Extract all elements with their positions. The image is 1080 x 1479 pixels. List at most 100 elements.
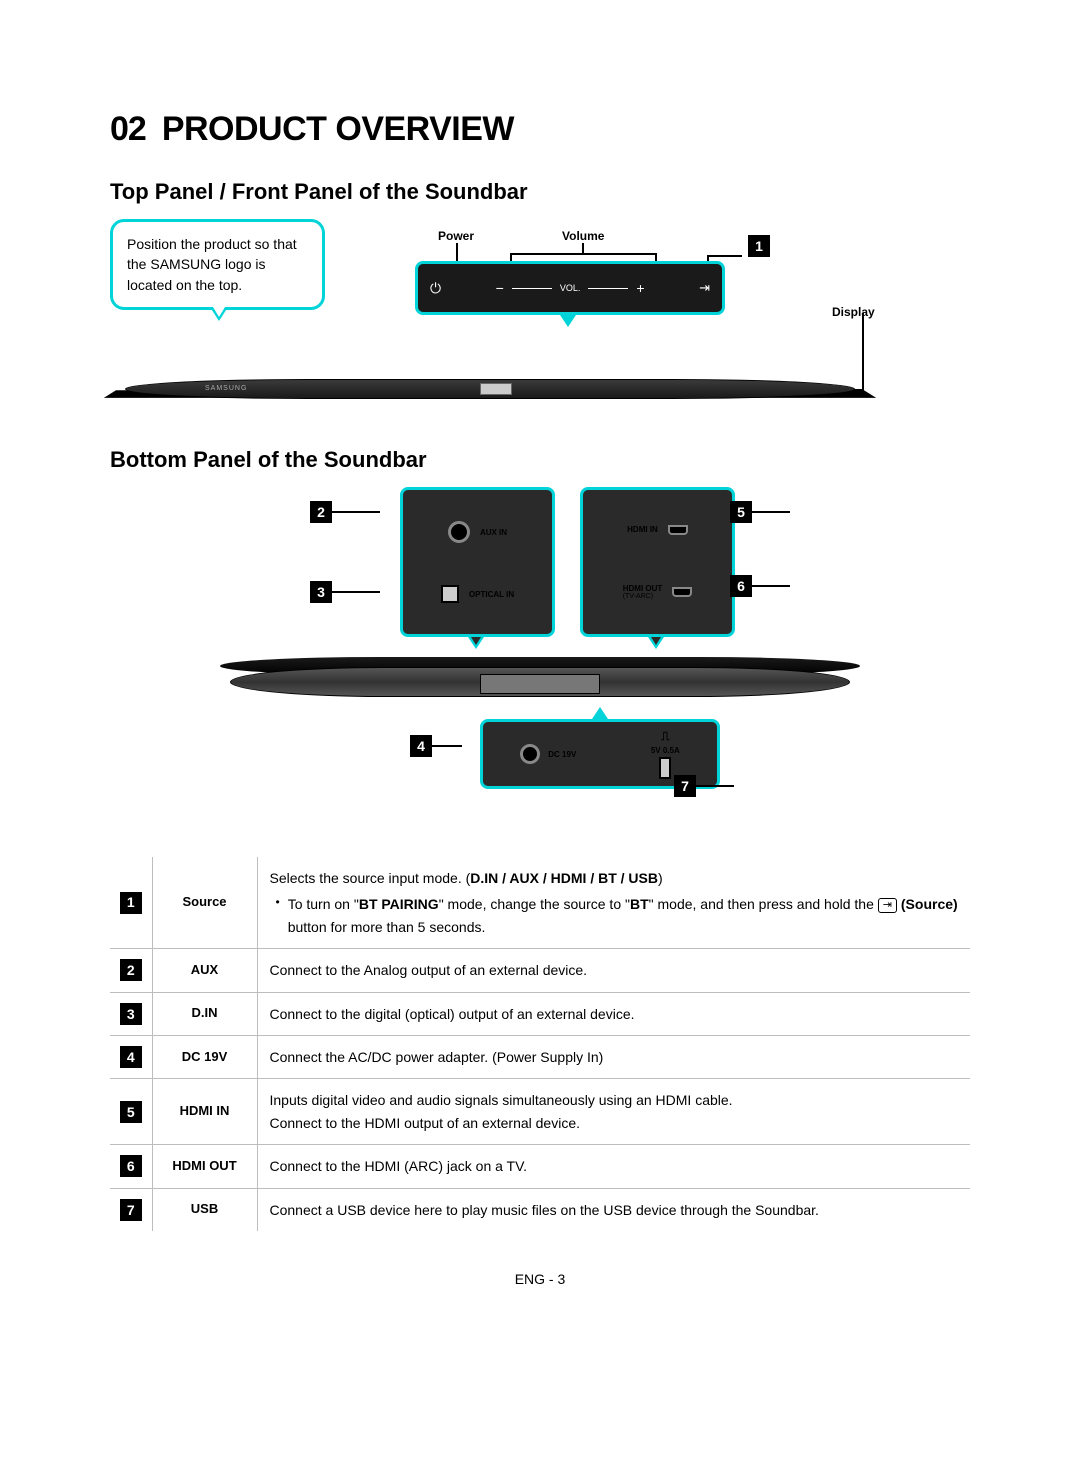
row-num-3: 3 <box>120 1003 142 1025</box>
control-pointer <box>560 315 576 327</box>
leader-volume-h <box>510 253 655 255</box>
marker-2-wrap: 2 <box>310 511 380 513</box>
usb-symbol-icon: ⎍ <box>661 729 669 744</box>
section-title: 02 PRODUCT OVERVIEW <box>110 110 970 149</box>
power-icon: ⏻ <box>430 280 441 297</box>
row-name-source: Source <box>152 857 257 949</box>
bottom-panel-diagram: AUX IN OPTICAL IN HDMI IN HDMI OUT (TV-A… <box>220 487 860 827</box>
table-row: 5 HDMI IN Inputs digital video and audio… <box>110 1079 970 1145</box>
row-desc-usb: Connect a USB device here to play music … <box>257 1188 970 1231</box>
section-number: 02 <box>110 110 146 149</box>
dc-panel-pointer <box>592 707 608 719</box>
left-panel-pointer <box>468 637 484 649</box>
right-panel-pointer <box>648 637 664 649</box>
marker-5-wrap: 5 <box>730 511 790 513</box>
top-panel-diagram: Position the product so that the SAMSUNG… <box>110 219 970 419</box>
bottom-panel-title: Bottom Panel of the Soundbar <box>110 447 970 473</box>
hdmi-in-jack-icon <box>668 525 688 535</box>
dc19v-label: DC 19V <box>548 750 576 759</box>
marker-2: 2 <box>310 501 332 523</box>
position-callout: Position the product so that the SAMSUNG… <box>110 219 325 310</box>
table-row: 3 D.IN Connect to the digital (optical) … <box>110 992 970 1035</box>
optical-jack-icon <box>441 585 459 603</box>
hdmi-out-row: HDMI OUT (TV-ARC) <box>583 584 732 600</box>
source-bullet: • To turn on "BT PAIRING" mode, change t… <box>270 893 959 938</box>
volume-group: − VOL. + <box>496 280 645 296</box>
row-num-5: 5 <box>120 1101 142 1123</box>
row-desc-hdmi-in: Inputs digital video and audio signals s… <box>257 1079 970 1145</box>
bullet-a: To turn on " <box>288 896 359 912</box>
control-strip: ⏻ − VOL. + ⇥ <box>415 261 725 315</box>
bullet-dot-icon: • <box>276 893 280 938</box>
usb-jack-icon <box>659 757 671 779</box>
row-num-1: 1 <box>120 892 142 914</box>
hdmi-in-row: HDMI IN <box>583 525 732 535</box>
soundbar-bottom-center <box>480 674 600 694</box>
marker-1: 1 <box>748 235 770 257</box>
page-footer: ENG - 3 <box>110 1271 970 1287</box>
dc-jack-icon <box>520 744 540 764</box>
marker-5: 5 <box>730 501 752 523</box>
top-panel-title: Top Panel / Front Panel of the Soundbar <box>110 179 970 205</box>
row-name-hdmi-out: HDMI OUT <box>152 1145 257 1188</box>
vol-line-left <box>512 288 552 289</box>
aux-jack-icon <box>448 521 470 543</box>
bullet-source-lbl: (Source) <box>901 896 958 912</box>
vol-line-right <box>588 288 628 289</box>
marker-7: 7 <box>674 775 696 797</box>
samsung-logo: SAMSUNG <box>205 385 247 392</box>
marker-6-wrap: 6 <box>730 585 790 587</box>
marker-4: 4 <box>410 735 432 757</box>
source-button-icon: ⇥ <box>878 898 897 913</box>
row-desc-aux: Connect to the Analog output of an exter… <box>257 949 970 992</box>
source-desc-modes: D.IN / AUX / HDMI / BT / USB <box>470 870 658 886</box>
row-num-2: 2 <box>120 959 142 981</box>
table-row: 1 Source Selects the source input mode. … <box>110 857 970 949</box>
hdmi-in-label: HDMI IN <box>627 525 658 534</box>
row-name-din: D.IN <box>152 992 257 1035</box>
power-label: Power <box>438 229 474 243</box>
callout-pointer-inner <box>213 307 225 317</box>
row-desc-source: Selects the source input mode. (D.IN / A… <box>257 857 970 949</box>
ports-table: 1 Source Selects the source input mode. … <box>110 857 970 1231</box>
port-panel-left: AUX IN OPTICAL IN <box>400 487 555 637</box>
row-num-7: 7 <box>120 1199 142 1221</box>
row-num-4: 4 <box>120 1046 142 1068</box>
bullet-c: " mode, change the source to " <box>439 896 630 912</box>
aux-in-row: AUX IN <box>403 521 552 543</box>
display-label: Display <box>832 305 875 319</box>
volume-plus-icon: + <box>636 280 644 296</box>
aux-in-label: AUX IN <box>480 528 507 537</box>
optical-in-row: OPTICAL IN <box>403 585 552 603</box>
leader-power <box>456 243 458 263</box>
hdmi-out-jack-icon <box>672 587 692 597</box>
hdmi-in-line2: Connect to the HDMI output of an externa… <box>270 1112 959 1134</box>
soundbar-display <box>480 383 512 395</box>
bullet-d: BT <box>630 896 649 912</box>
hdmi-out-sublabel: (TV-ARC) <box>623 593 663 600</box>
table-row: 4 DC 19V Connect the AC/DC power adapter… <box>110 1035 970 1078</box>
row-desc-din: Connect to the digital (optical) output … <box>257 992 970 1035</box>
marker-3: 3 <box>310 581 332 603</box>
table-row: 7 USB Connect a USB device here to play … <box>110 1188 970 1231</box>
volume-minus-icon: − <box>496 280 504 296</box>
marker-7-wrap: 7 <box>674 785 734 787</box>
row-name-dc19v: DC 19V <box>152 1035 257 1078</box>
row-num-6: 6 <box>120 1155 142 1177</box>
bullet-b: BT PAIRING <box>359 896 439 912</box>
marker-6: 6 <box>730 575 752 597</box>
row-desc-dc19v: Connect the AC/DC power adapter. (Power … <box>257 1035 970 1078</box>
source-desc-intro: Selects the source input mode. ( <box>270 870 471 886</box>
table-row: 6 HDMI OUT Connect to the HDMI (ARC) jac… <box>110 1145 970 1188</box>
row-name-aux: AUX <box>152 949 257 992</box>
volume-label: Volume <box>562 229 604 243</box>
marker-4-wrap: 4 <box>410 745 462 747</box>
source-desc-close: ) <box>658 870 663 886</box>
marker-3-wrap: 3 <box>310 591 380 593</box>
leader-marker1-h <box>707 255 742 257</box>
section-name: PRODUCT OVERVIEW <box>162 110 514 149</box>
optical-in-label: OPTICAL IN <box>469 590 514 599</box>
leader-volume-v <box>582 243 584 253</box>
usb-rating-label: 5V 0.5A <box>651 746 680 755</box>
row-name-usb: USB <box>152 1188 257 1231</box>
